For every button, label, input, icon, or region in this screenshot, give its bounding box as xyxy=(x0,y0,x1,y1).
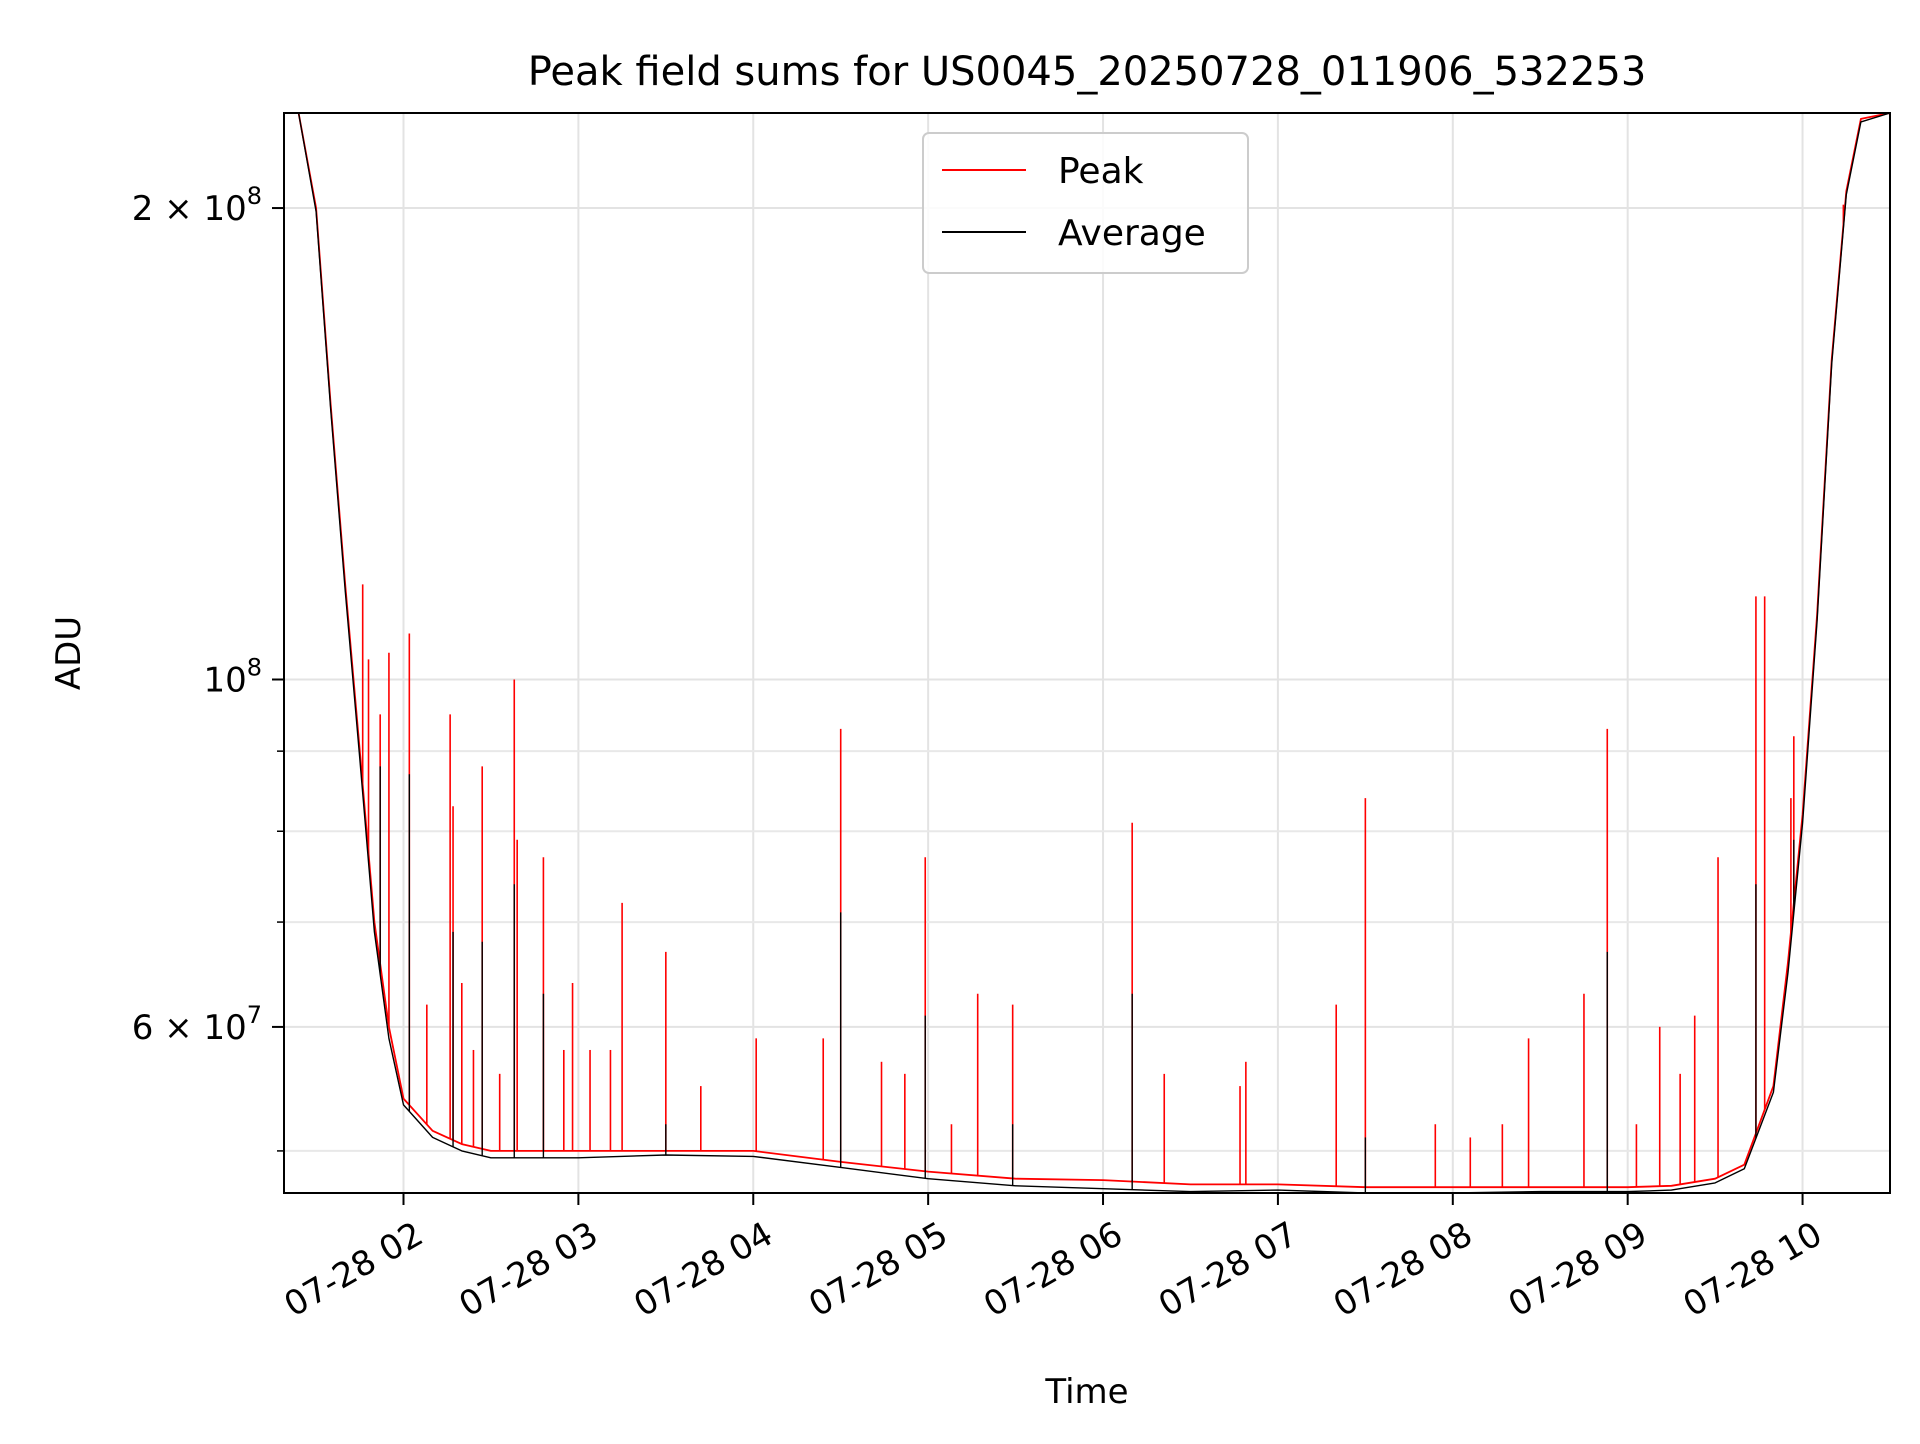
series-line-average xyxy=(284,112,1891,1194)
y-axis-label: ADU xyxy=(49,616,89,690)
legend-label-average: Average xyxy=(1058,213,1206,254)
y-tick-label: 108 xyxy=(203,653,262,700)
axes-frame xyxy=(283,112,1891,1194)
plot-area xyxy=(284,112,1891,1194)
y-tick-label: 2 × 108 xyxy=(132,182,262,229)
legend-box xyxy=(922,132,1249,274)
legend-label-peak: Peak xyxy=(1058,151,1144,192)
series-line-peak xyxy=(284,112,1891,1189)
legend: Peak Average xyxy=(922,132,1249,274)
y-tick-label: 6 × 107 xyxy=(132,1001,262,1048)
chart-title: Peak field sums for US0045_20250728_0119… xyxy=(528,49,1647,95)
x-axis-label: Time xyxy=(1044,1372,1128,1412)
grid xyxy=(284,113,1890,1193)
